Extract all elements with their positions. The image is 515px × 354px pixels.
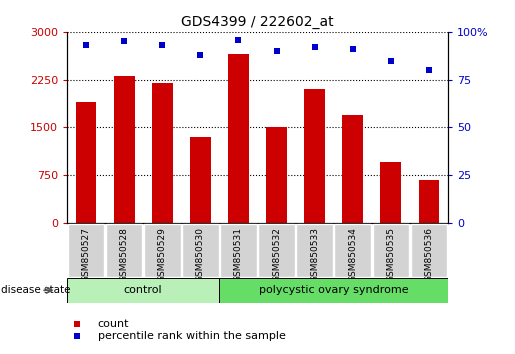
Bar bbox=[144, 224, 181, 277]
Bar bbox=[372, 224, 409, 277]
Bar bbox=[190, 137, 211, 223]
Bar bbox=[106, 224, 143, 277]
Bar bbox=[220, 224, 257, 277]
Text: GSM850533: GSM850533 bbox=[310, 227, 319, 282]
Bar bbox=[76, 102, 96, 223]
Bar bbox=[67, 224, 105, 277]
Bar bbox=[114, 76, 134, 223]
Text: GSM850529: GSM850529 bbox=[158, 227, 167, 282]
Text: GSM850527: GSM850527 bbox=[81, 227, 91, 282]
Text: disease state: disease state bbox=[1, 285, 71, 295]
Bar bbox=[410, 224, 448, 277]
Text: GSM850528: GSM850528 bbox=[119, 227, 129, 282]
Bar bbox=[419, 180, 439, 223]
Bar bbox=[296, 224, 333, 277]
Bar bbox=[182, 224, 219, 277]
Text: GSM850535: GSM850535 bbox=[386, 227, 396, 282]
Bar bbox=[304, 89, 325, 223]
Bar bbox=[381, 162, 401, 223]
Text: count: count bbox=[98, 319, 129, 329]
Text: percentile rank within the sample: percentile rank within the sample bbox=[98, 331, 286, 341]
Bar bbox=[334, 224, 371, 277]
Title: GDS4399 / 222602_at: GDS4399 / 222602_at bbox=[181, 16, 334, 29]
Text: control: control bbox=[124, 285, 163, 295]
Bar bbox=[342, 115, 363, 223]
Text: GSM850534: GSM850534 bbox=[348, 227, 357, 282]
Bar bbox=[228, 54, 249, 223]
Text: polycystic ovary syndrome: polycystic ovary syndrome bbox=[259, 285, 408, 295]
Bar bbox=[258, 224, 295, 277]
Bar bbox=[266, 127, 287, 223]
Text: GSM850531: GSM850531 bbox=[234, 227, 243, 282]
Bar bbox=[219, 278, 448, 303]
Bar bbox=[152, 83, 173, 223]
Text: GSM850536: GSM850536 bbox=[424, 227, 434, 282]
Text: GSM850532: GSM850532 bbox=[272, 227, 281, 282]
Bar bbox=[67, 278, 219, 303]
Text: GSM850530: GSM850530 bbox=[196, 227, 205, 282]
